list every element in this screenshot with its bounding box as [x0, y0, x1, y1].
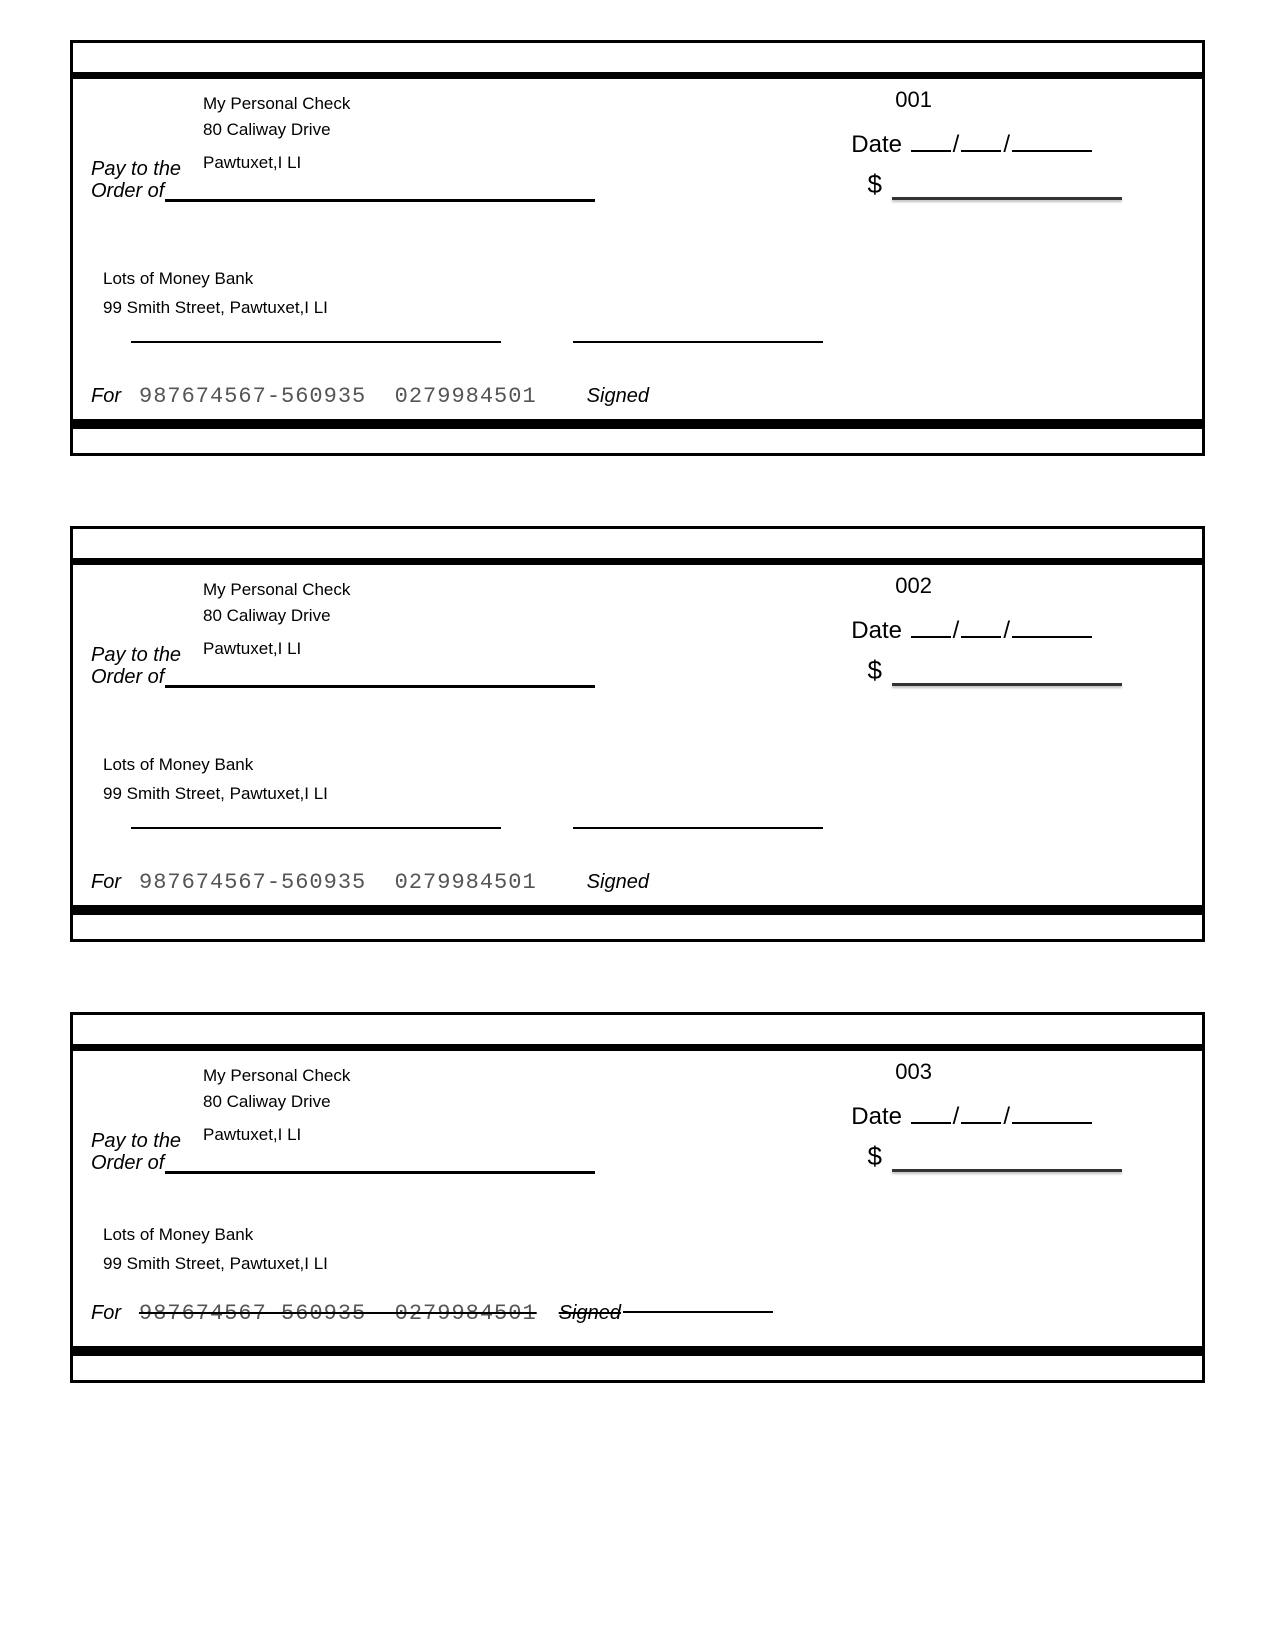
date-row: Date / / — [851, 131, 1094, 159]
micr-numbers: 987674567-560935 0279984501 — [139, 1301, 537, 1326]
memo-field[interactable] — [131, 341, 501, 343]
date-year-field[interactable] — [1012, 150, 1092, 152]
amount-row: $ — [868, 169, 1122, 200]
micr-numbers: 987674567-560935 0279984501 — [139, 384, 537, 409]
pay-to-line1: Pay to the — [91, 158, 181, 180]
date-row: Date / / — [851, 1103, 1094, 1131]
check-header-spacer — [73, 1015, 1202, 1051]
pay-to-line1: Pay to the — [91, 1130, 181, 1152]
check: My Personal Check 80 Caliway Drive Pawtu… — [70, 1012, 1205, 1383]
payee-field[interactable] — [165, 1171, 595, 1174]
owner-city: Pawtuxet,I LI — [203, 150, 350, 176]
bank-name: Lots of Money Bank — [103, 751, 328, 780]
pay-to-label: Pay to the Order of — [91, 1130, 181, 1174]
for-label: For — [91, 1302, 121, 1325]
amount-row: $ — [868, 655, 1122, 686]
check: My Personal Check 80 Caliway Drive Pawtu… — [70, 40, 1205, 456]
bank-block: Lots of Money Bank 99 Smith Street, Pawt… — [103, 751, 328, 809]
owner-city: Pawtuxet,I LI — [203, 636, 350, 662]
bank-block: Lots of Money Bank 99 Smith Street, Pawt… — [103, 1221, 328, 1279]
date-year-field[interactable] — [1012, 636, 1092, 638]
date-year-field[interactable] — [1012, 1122, 1092, 1124]
check-footer-bar — [73, 419, 1202, 429]
dollar-sign: $ — [868, 169, 882, 200]
amount-field[interactable] — [892, 1169, 1122, 1172]
owner-street: 80 Caliway Drive — [203, 117, 350, 143]
pay-to-label: Pay to the Order of — [91, 158, 181, 202]
amount-field[interactable] — [892, 197, 1122, 200]
check-footer-spacer — [73, 429, 1202, 453]
signed-label: Signed — [559, 1302, 621, 1325]
bottom-row: For 987674567-560935 0279984501 Signed — [91, 1301, 1184, 1326]
signature-field[interactable] — [573, 827, 823, 829]
date-sep: / — [1003, 131, 1010, 158]
signed-label: Signed — [587, 385, 649, 408]
date-sep: / — [1003, 617, 1010, 644]
bank-address: 99 Smith Street, Pawtuxet,I LI — [103, 294, 328, 323]
check-number: 001 — [895, 87, 932, 113]
date-sep: / — [1003, 1103, 1010, 1130]
date-row: Date / / — [851, 617, 1094, 645]
owner-block: My Personal Check 80 Caliway Drive Pawtu… — [203, 577, 350, 662]
owner-block: My Personal Check 80 Caliway Drive Pawtu… — [203, 1063, 350, 1148]
signature-field[interactable] — [573, 341, 823, 343]
owner-city: Pawtuxet,I LI — [203, 1122, 350, 1148]
date-sep: / — [953, 131, 960, 158]
bottom-row: For 987674567-560935 0279984501 Signed — [91, 870, 1184, 895]
check-number: 003 — [895, 1059, 932, 1085]
payee-field[interactable] — [165, 685, 595, 688]
date-label: Date — [851, 131, 902, 158]
check-footer-spacer — [73, 1356, 1202, 1380]
pay-to-label: Pay to the Order of — [91, 644, 181, 688]
memo-field[interactable] — [131, 827, 501, 829]
date-month-field[interactable] — [911, 1122, 951, 1124]
date-sep: / — [953, 1103, 960, 1130]
pay-to-line1: Pay to the — [91, 644, 181, 666]
amount-row: $ — [868, 1141, 1122, 1172]
check-footer-bar — [73, 1346, 1202, 1356]
owner-name: My Personal Check — [203, 91, 350, 117]
check-body: My Personal Check 80 Caliway Drive Pawtu… — [73, 79, 1202, 419]
dollar-sign: $ — [868, 655, 882, 686]
bank-name: Lots of Money Bank — [103, 265, 328, 294]
date-sep: / — [953, 617, 960, 644]
bank-address: 99 Smith Street, Pawtuxet,I LI — [103, 780, 328, 809]
date-day-field[interactable] — [961, 636, 1001, 638]
date-label: Date — [851, 1103, 902, 1130]
signed-label: Signed — [587, 871, 649, 894]
owner-name: My Personal Check — [203, 577, 350, 603]
for-label: For — [91, 871, 121, 894]
checks-container: My Personal Check 80 Caliway Drive Pawtu… — [70, 40, 1205, 1383]
check-header-spacer — [73, 43, 1202, 79]
check-body: My Personal Check 80 Caliway Drive Pawtu… — [73, 565, 1202, 905]
owner-block: My Personal Check 80 Caliway Drive Pawtu… — [203, 91, 350, 176]
date-day-field[interactable] — [961, 150, 1001, 152]
check-number: 002 — [895, 573, 932, 599]
amount-field[interactable] — [892, 683, 1122, 686]
signature-line-ext[interactable] — [623, 1311, 773, 1313]
bottom-row: For 987674567-560935 0279984501 Signed — [91, 384, 1184, 409]
payee-field[interactable] — [165, 199, 595, 202]
owner-name: My Personal Check — [203, 1063, 350, 1089]
check-footer-spacer — [73, 915, 1202, 939]
owner-street: 80 Caliway Drive — [203, 1089, 350, 1115]
micr-numbers: 987674567-560935 0279984501 — [139, 870, 537, 895]
check-body: My Personal Check 80 Caliway Drive Pawtu… — [73, 1051, 1202, 1346]
for-label: For — [91, 385, 121, 408]
owner-street: 80 Caliway Drive — [203, 603, 350, 629]
date-label: Date — [851, 617, 902, 644]
date-day-field[interactable] — [961, 1122, 1001, 1124]
bank-name: Lots of Money Bank — [103, 1221, 328, 1250]
bank-address: 99 Smith Street, Pawtuxet,I LI — [103, 1250, 328, 1279]
date-month-field[interactable] — [911, 150, 951, 152]
check-header-spacer — [73, 529, 1202, 565]
check-footer-bar — [73, 905, 1202, 915]
date-month-field[interactable] — [911, 636, 951, 638]
bank-block: Lots of Money Bank 99 Smith Street, Pawt… — [103, 265, 328, 323]
check: My Personal Check 80 Caliway Drive Pawtu… — [70, 526, 1205, 942]
dollar-sign: $ — [868, 1141, 882, 1172]
